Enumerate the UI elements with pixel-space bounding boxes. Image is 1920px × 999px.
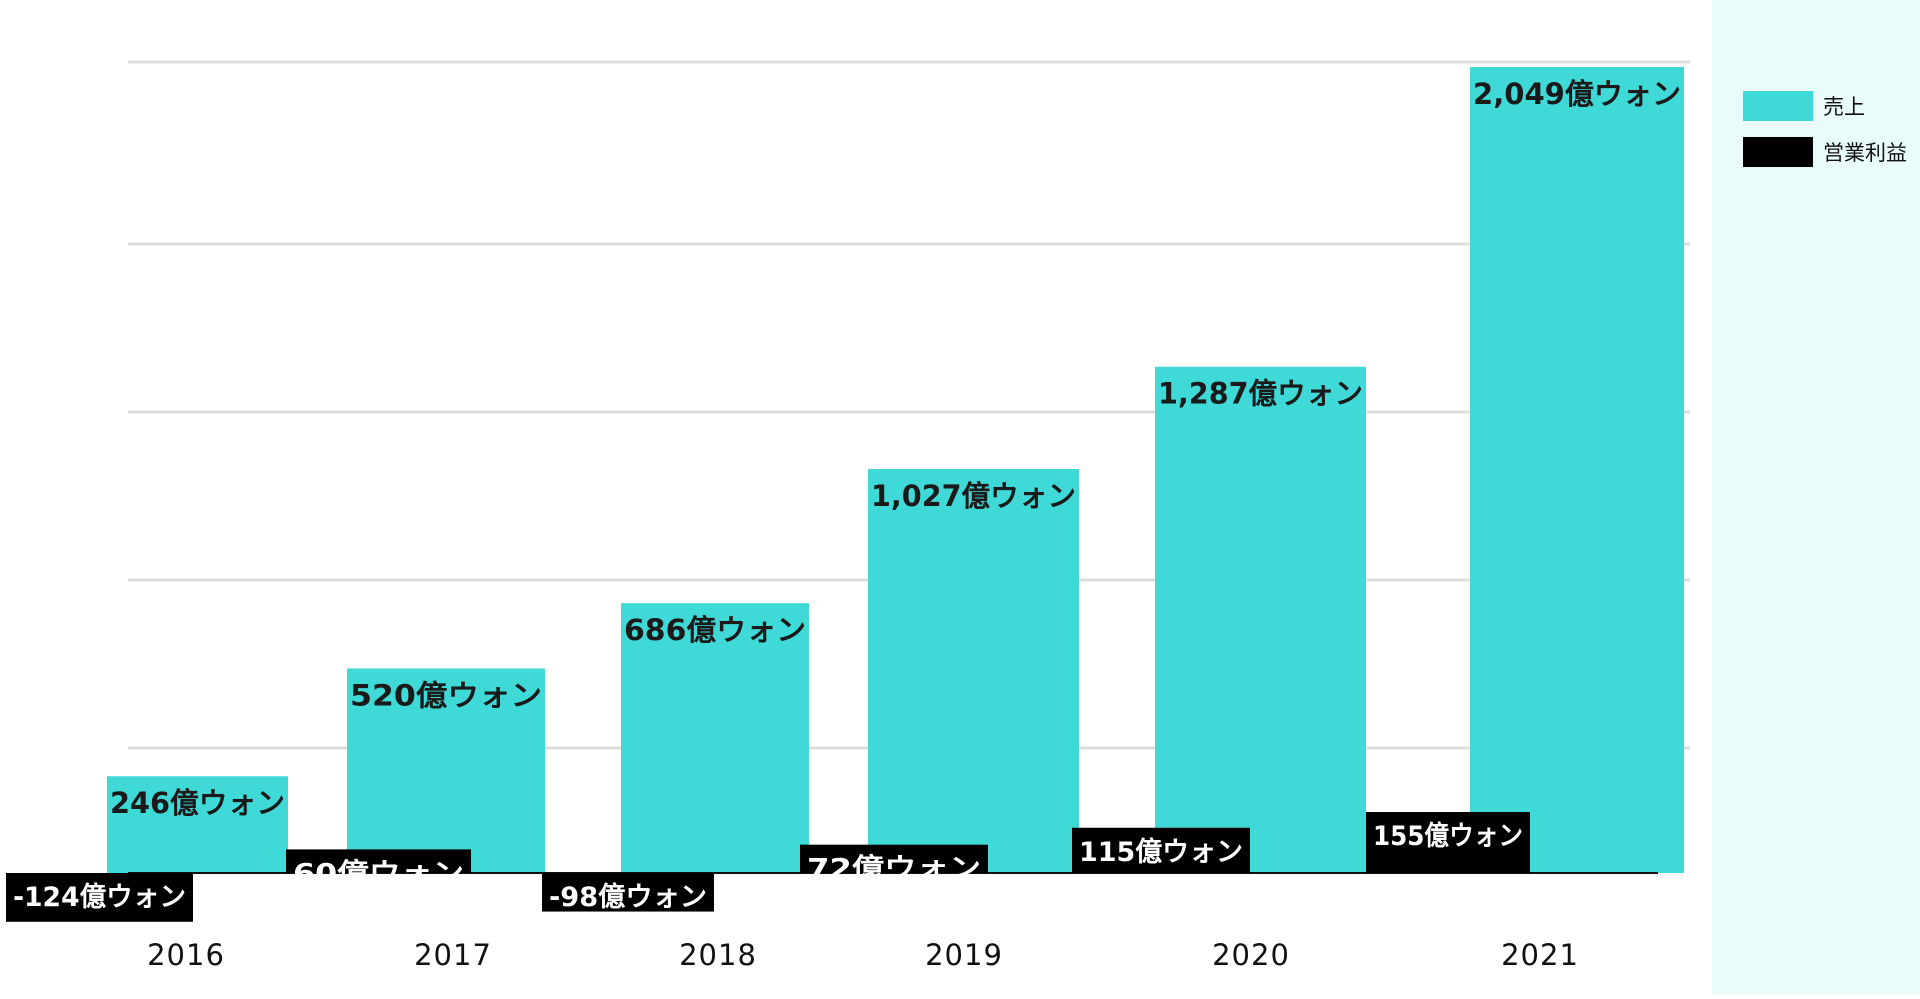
profit-bar-2016 bbox=[6, 873, 193, 922]
sales-bar-2017 bbox=[347, 668, 545, 873]
profit-data-label-2021: 155億ウォン bbox=[1373, 821, 1523, 852]
x-tick-label-2016: 2016 bbox=[147, 938, 225, 972]
legend-item-sales: 売上 bbox=[1743, 90, 1865, 122]
sales-data-label-2021: 2,049億ウォン bbox=[1473, 77, 1681, 111]
legend-swatch-sales bbox=[1743, 91, 1813, 121]
profit-bar-2019 bbox=[800, 844, 988, 873]
sales-data-label-2020: 1,287億ウォン bbox=[1158, 377, 1363, 411]
sales-data-label-2019: 1,027億ウォン bbox=[871, 479, 1076, 513]
x-tick-label-2021: 2021 bbox=[1501, 938, 1579, 972]
legend-label-operating-profit: 営業利益 bbox=[1823, 141, 1907, 165]
profit-bar-2021 bbox=[1366, 812, 1530, 873]
profit-bar-2018 bbox=[542, 873, 714, 912]
profit-data-label-2020: 115億ウォン bbox=[1079, 837, 1243, 868]
bar-chart: 246億ウォン 520億ウォン 686億ウォン 1,027億ウォン 1,287億ウォン 2… bbox=[6, 60, 1690, 972]
x-tick-label-2018: 2018 bbox=[679, 938, 757, 972]
x-tick-label-2020: 2020 bbox=[1212, 938, 1290, 972]
sales-data-label-2016: 246億ウォン bbox=[110, 786, 285, 820]
sales-bar-2019 bbox=[868, 469, 1079, 873]
profit-data-label-2016: -124億ウォン bbox=[13, 882, 186, 913]
legend-panel: 売上 営業利益 bbox=[1712, 0, 1920, 995]
chart-area: 246億ウォン 520億ウォン 686億ウォン 1,027億ウォン 1,287億ウォン 2… bbox=[6, 60, 1690, 972]
legend-item-operating-profit: 営業利益 bbox=[1743, 136, 1907, 168]
sales-bar-2016 bbox=[107, 776, 288, 873]
profit-data-label-2017: 60億ウォン bbox=[293, 858, 464, 889]
x-tick-label-2019: 2019 bbox=[925, 938, 1003, 972]
legend-swatch-operating-profit bbox=[1743, 137, 1813, 167]
sales-bar-2021 bbox=[1470, 67, 1684, 873]
profit-bar-2020 bbox=[1072, 827, 1250, 873]
sales-data-label-2018: 686億ウォン bbox=[624, 613, 806, 647]
sales-bar-2020 bbox=[1155, 366, 1366, 873]
legend-label-sales: 売上 bbox=[1823, 95, 1865, 119]
sales-data-label-2017: 520億ウォン bbox=[350, 678, 542, 712]
profit-bar-2017 bbox=[286, 849, 471, 873]
sales-bar-2018 bbox=[621, 603, 809, 873]
x-tick-label-2017: 2017 bbox=[414, 938, 492, 972]
profit-data-label-2018: -98億ウォン bbox=[549, 882, 707, 913]
profit-data-label-2019: 72億ウォン bbox=[807, 854, 981, 885]
